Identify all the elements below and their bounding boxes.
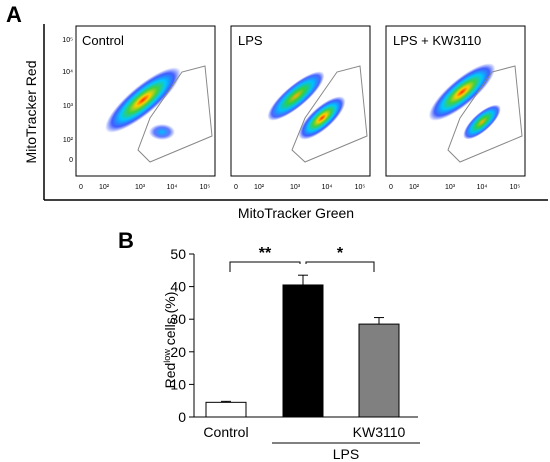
flow-x-tick: 10³ [290,184,301,191]
gate-polygon [447,65,523,163]
cell-population-red-high [267,71,325,121]
flow-x-tick: 10⁵ [200,184,211,191]
flow-plot-control: Control 0 10² 10³ 10⁴ 10⁵ 10⁵ 10⁴ 10³ 10… [62,25,216,191]
flow-x-tick: 10³ [135,184,146,191]
panel-a-y-label: MitoTracker Red [23,61,39,164]
panel-b-y-label: Redlow cells (%) [162,292,178,389]
y-tick-label: 20 [170,344,186,360]
flow-x-tick: 10⁵ [355,184,366,191]
y-label-rest: cells (%) [162,292,178,350]
panel-a-x-label: MitoTracker Green [238,205,354,221]
y-ticks: 0 10 20 30 40 50 [170,246,194,425]
lps-group-label: LPS [333,446,359,462]
flow-x-tick: 10² [99,184,110,191]
bar [282,284,324,418]
panel-a-letter: A [6,2,22,27]
significance-brackets: ** * [229,245,375,272]
significance-label: ** [259,245,272,262]
flow-plot-title: Control [82,33,124,48]
bar [358,323,400,418]
flow-y-tick: 10³ [63,103,74,110]
y-tick-label: 30 [170,311,186,327]
flow-y-tick: 10² [63,137,74,144]
bars [205,274,400,418]
y-label-main: Red [162,363,178,389]
significance-label: * [337,245,344,262]
panel-b-letter: B [118,228,134,253]
significance-bracket [229,261,301,272]
flow-plot-lps-kw3110: LPS + KW3110 0 10² 10³ 10⁴ 10⁵ [385,25,526,191]
flow-plot-title: LPS [238,33,263,48]
significance-bracket [305,261,375,272]
y-label-superscript: low [162,349,172,363]
flow-x-tick: 10⁴ [322,184,333,191]
category-label: KW3110 [353,424,406,440]
cell-population-red-high [428,63,496,121]
flow-x-tick: 0 [79,184,83,191]
gate-polygon [291,65,368,163]
cell-population-red-low [149,124,175,140]
cell-population-red-low [298,96,346,140]
flow-x-tick: 10³ [445,184,456,191]
gate-polygon [137,65,213,163]
flow-x-tick: 10² [409,184,420,191]
cell-population-red-low [463,104,501,140]
flow-x-tick: 10² [254,184,265,191]
y-tick-label: 0 [178,409,186,425]
flow-plot-lps: LPS 0 10² 10³ 10⁴ 10⁵ [230,25,371,191]
category-labels: Control KW3110 [203,424,405,440]
flow-plot-title: LPS + KW3110 [393,33,481,48]
y-tick-label: 10 [170,376,186,392]
flow-x-tick: 0 [389,184,393,191]
category-label: Control [203,424,248,440]
y-tick-label: 50 [170,246,186,262]
flow-x-tick: 10⁵ [510,184,521,191]
flow-x-tick: 0 [234,184,238,191]
cell-population-red-high [105,67,181,133]
flow-x-tick: 10⁴ [167,184,178,191]
flow-y-tick: 10⁴ [62,69,73,76]
y-tick-label: 40 [170,279,186,295]
bar [205,401,247,418]
flow-y-tick: 10⁵ [62,37,73,44]
flow-y-tick: 0 [69,157,73,164]
flow-x-tick: 10⁴ [477,184,488,191]
